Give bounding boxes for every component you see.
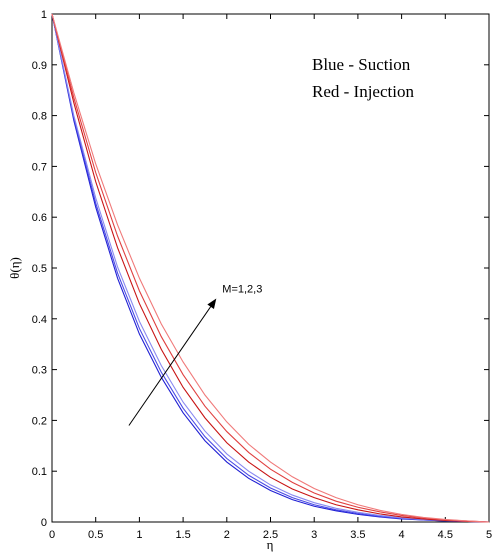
y-tick-label: 0 (41, 517, 47, 529)
x-tick-label: 0.5 (88, 529, 103, 541)
annotation-arrow (128, 306, 212, 426)
x-tick-label: 4.5 (438, 529, 453, 541)
y-tick-label: 0.7 (32, 161, 47, 173)
series-line-6 (51, 13, 490, 523)
y-tick-label: 1 (41, 9, 47, 21)
series-line-5 (51, 13, 490, 523)
y-tick-label: 0.4 (32, 314, 47, 326)
annotation-arrowhead (207, 298, 217, 309)
y-tick-label: 0.5 (32, 263, 47, 275)
y-tick-label: 0.2 (32, 415, 47, 427)
x-tick-label: 2.5 (263, 529, 278, 541)
y-tick-label: 0.8 (32, 111, 47, 123)
x-tick-label: 3.5 (350, 529, 365, 541)
y-tick-label: 0.9 (32, 60, 47, 72)
y-tick-label: 0.3 (32, 365, 47, 377)
axis-ticks: 0 0.5 1 1.5 2 2.5 3 3.5 4 4.5 5 0 0.1 0.2 0.3 0.4 0.5 0.6… (32, 9, 492, 541)
series-layer (51, 13, 490, 523)
y-tick-label: 0.1 (32, 466, 47, 478)
x-axis-label: η (267, 537, 274, 552)
x-tick-label: 5 (486, 529, 492, 541)
x-tick-label: 2 (224, 529, 230, 541)
x-tick-label: 3 (311, 529, 317, 541)
x-tick-label: 4 (399, 529, 405, 541)
annotation-text: M=1,2,3 (222, 283, 262, 295)
x-tick-label: 1 (136, 529, 142, 541)
series-line-3 (51, 13, 490, 523)
y-axis-label: θ(η) (7, 257, 22, 279)
x-tick-label: 0 (49, 529, 55, 541)
series-line-4 (51, 13, 490, 523)
legend-text-injection: Red - Injection (312, 82, 414, 101)
x-tick-label: 1.5 (175, 529, 190, 541)
y-tick-label: 0.6 (32, 212, 47, 224)
legend-text-suction: Blue - Suction (312, 55, 411, 74)
plot-area (51, 13, 490, 523)
